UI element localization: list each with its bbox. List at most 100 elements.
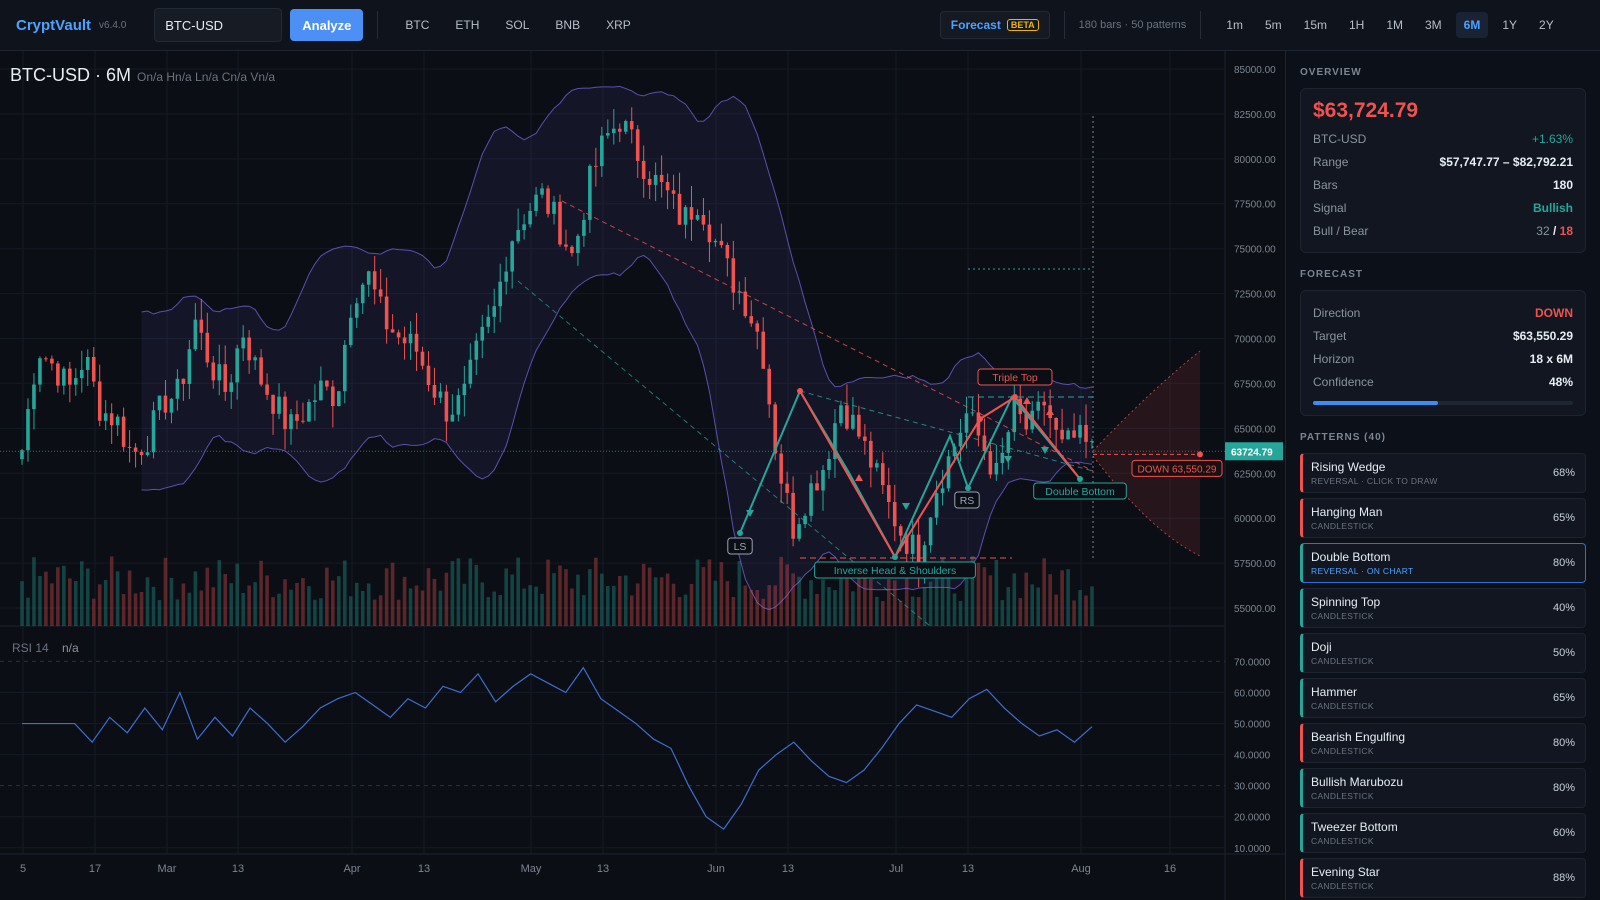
chart-canvas[interactable]: 5 17 Mar 13 Apr 13 May 13 Jun 13 Jul 13 Aug 16 85000.0… <box>0 51 1285 900</box>
volume-bar <box>875 596 879 626</box>
candle-body <box>827 459 831 470</box>
volume-bar <box>516 557 520 626</box>
pattern-confidence: 88% <box>1552 872 1575 884</box>
volume-bar <box>337 576 341 626</box>
volume-bar <box>1012 573 1017 626</box>
timeframe-6m[interactable]: 6M <box>1455 12 1489 38</box>
inverse-hs-label-box <box>814 561 976 579</box>
timeframe-3m[interactable]: 3M <box>1425 18 1442 32</box>
app-logo[interactable]: CryptVault <box>16 16 92 34</box>
candle-body <box>665 182 670 191</box>
candle-body <box>791 492 795 539</box>
candle-body <box>1066 430 1070 440</box>
candle-body <box>629 121 634 130</box>
candle-body <box>211 362 216 381</box>
candle-body <box>570 246 574 254</box>
candle-body <box>582 219 586 236</box>
volume-bar <box>56 567 60 626</box>
candle-body <box>74 378 78 385</box>
forecast-heading: FORECAST <box>1300 269 1363 280</box>
volume-bar <box>175 599 180 626</box>
volume-bar <box>689 584 694 626</box>
pattern-item[interactable]: Bearish Engulfing CANDLESTICK 80% <box>1300 723 1586 763</box>
volume-bar <box>522 588 526 626</box>
timeframe-5m[interactable]: 5m <box>1264 18 1282 32</box>
pattern-confidence: 50% <box>1552 647 1575 659</box>
candle-body <box>56 363 60 386</box>
quick-symbol-bnb[interactable]: BNB <box>555 18 581 32</box>
timeframe-1m[interactable]: 1m <box>1226 18 1243 32</box>
candle-body <box>331 386 335 407</box>
candle-body <box>928 517 933 546</box>
candle-body <box>916 534 921 568</box>
right-shoulder-label: RS <box>954 491 980 509</box>
pattern-pivot <box>892 554 898 560</box>
analyze-button[interactable]: Analyze <box>290 9 364 41</box>
candle-body <box>779 453 783 484</box>
candle-body <box>904 535 909 554</box>
candle-body <box>815 483 819 491</box>
quick-symbol-xrp[interactable]: XRP <box>606 18 631 32</box>
timeframe-1h[interactable]: 1H <box>1348 18 1365 32</box>
candle-body <box>623 121 628 132</box>
volume-bar <box>695 559 700 626</box>
forecast-button[interactable]: Forecast BETA <box>939 11 1050 39</box>
quick-symbol-eth[interactable]: ETH <box>455 18 480 32</box>
price-tick-label: 82500.00 <box>1234 110 1276 121</box>
volume-bar <box>235 563 239 626</box>
timeframe-1y[interactable]: 1Y <box>1502 18 1518 32</box>
candle-body <box>964 413 969 433</box>
chart-title: BTC-USD · 6M <box>10 65 131 85</box>
price-chart[interactable]: 5 17 Mar 13 Apr 13 May 13 Jun 13 Jul 13 Aug 16 85000.0… <box>0 51 1285 900</box>
pattern-item[interactable]: Tweezer Bottom CANDLESTICK 60% <box>1300 813 1586 853</box>
timeframe-1mo[interactable]: 1M <box>1386 18 1403 32</box>
candle-body <box>223 364 228 392</box>
candle-body <box>1012 398 1017 433</box>
direction-label: Direction <box>1313 305 1361 320</box>
x-tick-label: 13 <box>962 863 974 875</box>
pattern-name: Hanging Man <box>1311 505 1383 519</box>
pattern-item[interactable]: Hanging Man CANDLESTICK 65% <box>1300 498 1586 538</box>
quick-symbol-btc[interactable]: BTC <box>405 18 430 32</box>
candle-body <box>797 524 801 539</box>
quick-symbol-sol[interactable]: SOL <box>505 18 530 32</box>
volume-bar <box>964 563 969 626</box>
pattern-item[interactable]: Hammer CANDLESTICK 65% <box>1300 678 1586 718</box>
candle-body <box>247 337 251 361</box>
pattern-item[interactable]: Rising Wedge REVERSAL · CLICK TO DRAW 68% <box>1300 453 1586 493</box>
price-tick-label: 85000.00 <box>1234 65 1276 76</box>
timeframe-15m[interactable]: 15m <box>1303 18 1327 32</box>
x-tick-label: Aug <box>1071 863 1091 875</box>
pattern-item[interactable]: Doji CANDLESTICK 50% <box>1300 633 1586 673</box>
candle-body <box>253 357 257 361</box>
candle-body <box>468 359 473 384</box>
pattern-name: Hammer <box>1311 685 1358 699</box>
candle-body <box>522 224 526 230</box>
volume-bar <box>1054 594 1058 626</box>
volume-bar <box>74 581 78 626</box>
candle-body <box>641 160 646 179</box>
pattern-type: REVERSAL · ON CHART <box>1311 566 1414 576</box>
symbol-search-input[interactable] <box>154 8 283 42</box>
pattern-item[interactable]: Evening Star CANDLESTICK 88% <box>1300 858 1586 898</box>
timeframe-2y[interactable]: 2Y <box>1539 18 1554 32</box>
candle-body <box>540 188 544 195</box>
pattern-confidence: 68% <box>1552 467 1575 479</box>
pattern-item[interactable]: Bullish Marubozu CANDLESTICK 80% <box>1300 768 1586 808</box>
candle-body <box>617 128 622 132</box>
confidence-bar <box>1313 401 1573 405</box>
volume-bar <box>151 586 156 626</box>
triple-top-label-text: Triple Top <box>992 372 1038 384</box>
volume-bar <box>594 557 598 626</box>
pattern-item[interactable]: Double Bottom REVERSAL · ON CHART 80% <box>1300 543 1586 583</box>
pattern-item[interactable]: Spinning Top CANDLESTICK 40% <box>1300 588 1586 628</box>
candle-body <box>205 332 210 363</box>
volume-bar <box>635 583 640 626</box>
candle-body <box>456 395 461 415</box>
chart-background <box>0 51 1285 900</box>
candle-body <box>845 405 849 429</box>
candle-body <box>396 332 401 338</box>
left-shoulder-label-box <box>727 537 753 555</box>
volume-bar <box>600 573 604 626</box>
volume-bar <box>26 597 30 626</box>
